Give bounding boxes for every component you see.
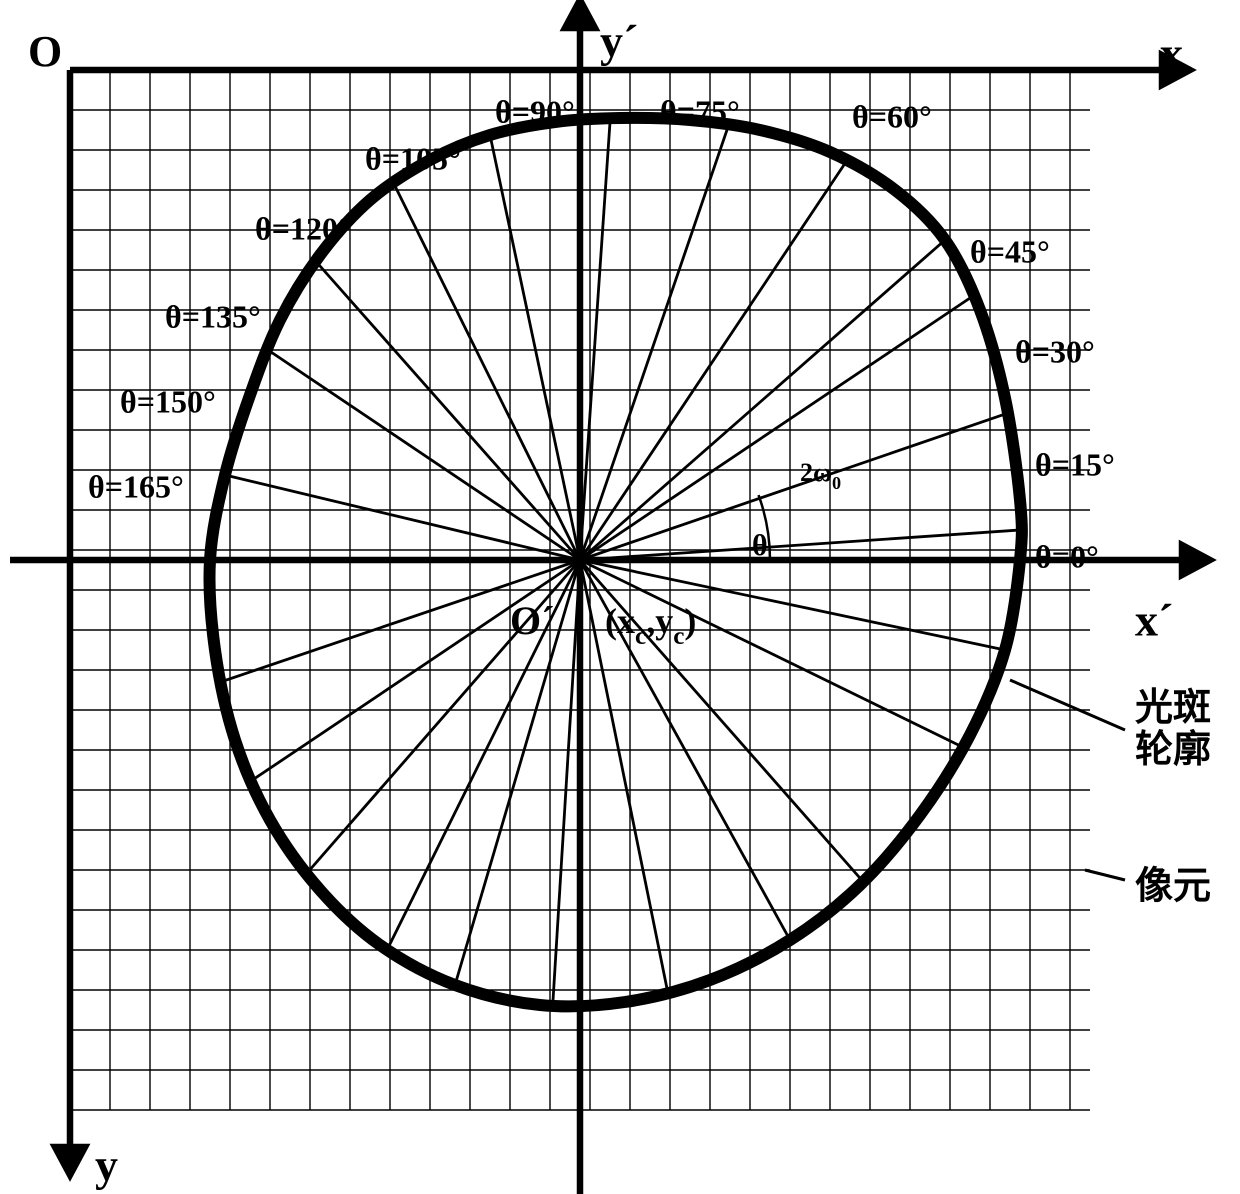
pixel-pointer [1085, 870, 1125, 880]
angle-label-30: θ=30° [1015, 333, 1095, 369]
outer-x-label: x [1160, 28, 1183, 79]
angle-label-120: θ=120° [255, 210, 351, 246]
angle-label-90: θ=90° [495, 93, 575, 129]
outer-y-label: y [95, 1140, 118, 1191]
theta-label: θ [752, 529, 768, 562]
diagram-svg: θ2ω0θ=0°θ=15°θ=30°θ=45°θ=60°θ=75°θ=90°θ=… [0, 0, 1240, 1194]
diagram-stage: θ2ω0θ=0°θ=15°θ=30°θ=45°θ=60°θ=75°θ=90°θ=… [0, 0, 1240, 1194]
inner-x-label: x´ [1135, 595, 1173, 646]
pixel-label: 像元 [1135, 866, 1211, 908]
centroid-coords-label: (xc,yc) [605, 601, 696, 650]
angle-label-105: θ=105° [365, 140, 461, 176]
angle-label-0: θ=0° [1035, 538, 1099, 574]
angle-label-150: θ=150° [120, 383, 216, 419]
angle-labels: θ=0° θ=15° θ=30° θ=45° θ=60° θ=75° θ=90° θ=105°… [88, 93, 1115, 574]
outer-origin-label: O [28, 27, 62, 76]
angle-label-45: θ=45° [970, 233, 1050, 269]
angle-label-15: θ=15° [1035, 446, 1115, 482]
angle-label-60: θ=60° [852, 98, 932, 134]
spot-pointer [1010, 680, 1125, 730]
inner-origin-label: O´ [510, 598, 554, 643]
angle-label-75: θ=75° [660, 93, 740, 129]
spot-outline-label: 光斑轮廓 [1135, 687, 1211, 771]
inner-y-label: y´ [600, 16, 638, 67]
angle-label-135: θ=135° [165, 298, 261, 334]
angle-label-165: θ=165° [88, 468, 184, 504]
two-omega-label: 2ω0 [800, 458, 841, 493]
